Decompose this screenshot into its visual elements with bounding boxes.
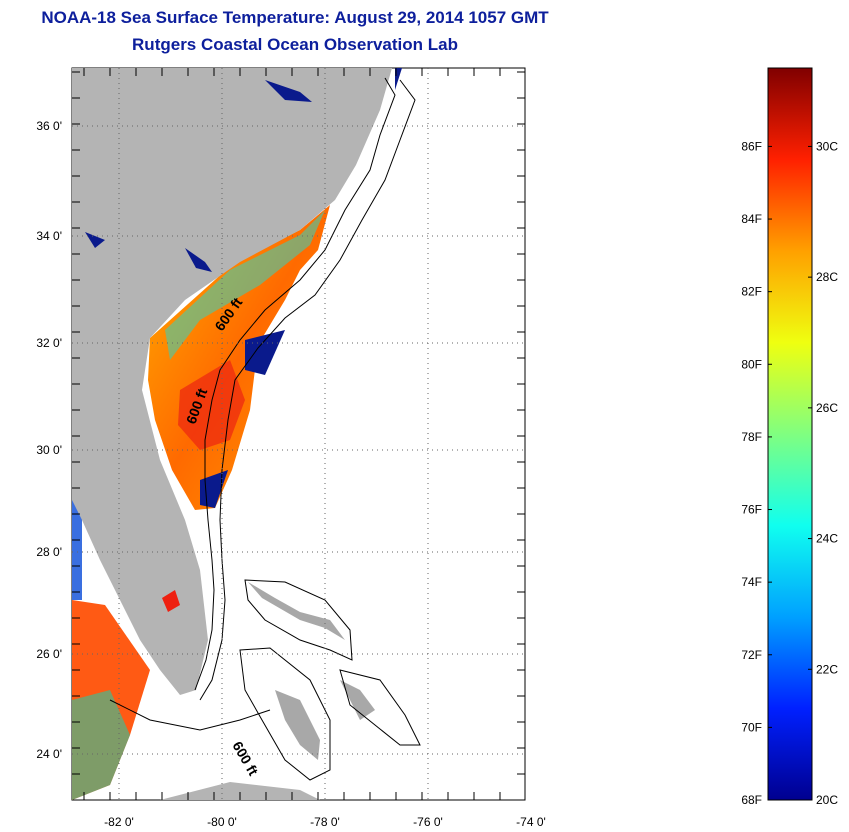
bathymetry-contour-bahamas-2 — [239, 647, 331, 781]
bathymetry-contour-bahamas-3 — [339, 669, 421, 746]
colorbar-label-c: 26C — [816, 401, 838, 415]
lon-tick-label: -78 0' — [310, 815, 340, 829]
colorbar-label-c: 30C — [816, 139, 838, 153]
colorbar-label-f: 70F — [741, 720, 762, 734]
lon-tick-label: -82 0' — [104, 815, 134, 829]
colorbar-label-f: 72F — [741, 648, 762, 662]
colorbar-label-f: 76F — [741, 503, 762, 517]
lake-okeechobee — [162, 590, 180, 612]
land-cuba — [160, 782, 320, 800]
lat-tick-label: 26 0' — [36, 647, 62, 661]
lake-2 — [185, 248, 212, 272]
sst-gulf-edge — [72, 490, 82, 600]
land-southeast-us — [72, 68, 392, 695]
map-axis-ticks: 36 0' 34 0' 32 0' 30 0' 28 0' 26 0' 24 0' -82 0… — [36, 68, 546, 829]
lat-tick-label: 36 0' — [36, 119, 62, 133]
lon-tick-label: -76 0' — [413, 815, 443, 829]
land-grand-bahama — [248, 582, 345, 640]
colorbar-label-f: 86F — [741, 139, 762, 153]
colorbar-label-f: 80F — [741, 357, 762, 371]
colorbar-label-c: 22C — [816, 662, 838, 676]
bathymetry-contour-deep — [199, 79, 416, 701]
sst-keys-cool-patch — [72, 690, 130, 800]
lat-tick-label: 24 0' — [36, 747, 62, 761]
colorbar-label-c: 24C — [816, 532, 838, 546]
lon-tick-label: -80 0' — [207, 815, 237, 829]
map-subtitle: Rutgers Coastal Ocean Observation Lab — [132, 35, 458, 54]
bathymetry-contour-keys — [109, 699, 271, 731]
colorbar — [767, 67, 813, 801]
colorbar-label-f: 74F — [741, 575, 762, 589]
colorbar-label-f: 78F — [741, 430, 762, 444]
colorbar-label-f: 68F — [741, 793, 762, 807]
colorbar-ticks: 86F 84F 82F 80F 78F 76F 74F 72F 70F 68F 30C 28C 26C 2… — [741, 139, 838, 807]
lon-tick-label: -74 0' — [516, 815, 546, 829]
lat-tick-label: 30 0' — [36, 443, 62, 457]
colorbar-label-f: 82F — [741, 285, 762, 299]
colorbar-label-c: 20C — [816, 793, 838, 807]
map-graticule — [72, 68, 525, 800]
lake-3 — [265, 80, 312, 102]
lat-tick-label: 34 0' — [36, 229, 62, 243]
land-andros — [275, 690, 320, 760]
bathymetry-contour-600ft — [194, 77, 396, 691]
map-title: NOAA-18 Sea Surface Temperature: August … — [41, 8, 549, 27]
sst-swath-cold-offshore-2 — [200, 470, 228, 508]
bathymetry-contour-bahamas — [244, 579, 353, 661]
colorbar-label-f: 84F — [741, 212, 762, 226]
lake-1 — [85, 232, 105, 248]
sst-swath-cool-nearshore — [165, 210, 325, 360]
lat-tick-label: 32 0' — [36, 336, 62, 350]
sst-swath-cold-offshore — [245, 330, 285, 375]
lake-4 — [395, 68, 402, 90]
colorbar-label-c: 28C — [816, 270, 838, 284]
lat-tick-label: 28 0' — [36, 545, 62, 559]
land-eleuthera — [340, 680, 375, 720]
